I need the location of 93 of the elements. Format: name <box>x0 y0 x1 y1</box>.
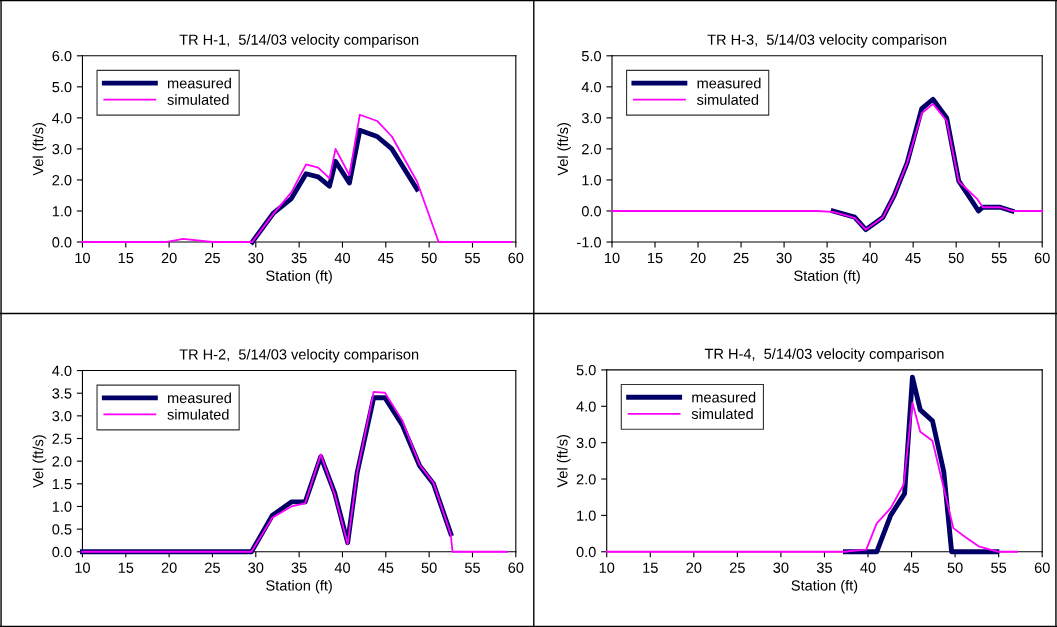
x-tick-label: 60 <box>1034 562 1050 573</box>
x-tick-label: 45 <box>378 252 394 264</box>
x-tick-label: 40 <box>334 252 351 264</box>
x-tick-label: 15 <box>118 252 134 264</box>
y-tick-label: 1.0 <box>582 175 602 186</box>
y-tick-label: 2.0 <box>582 144 602 155</box>
x-tick-label: 55 <box>464 252 480 264</box>
y-tick-label: 0.0 <box>576 546 596 558</box>
y-tick-label: 5.0 <box>576 365 596 376</box>
y-tick-label: 6.0 <box>52 50 72 62</box>
y-tick-label: 1.0 <box>52 206 72 217</box>
y-tick-label: 2.0 <box>52 456 72 467</box>
x-tick-label: 40 <box>862 252 878 264</box>
y-tick-label: 4.0 <box>52 112 72 124</box>
x-tick-label: 30 <box>248 252 264 264</box>
y-tick-label: 3.0 <box>576 437 596 449</box>
y-tick-label: 3.5 <box>52 388 72 399</box>
chart-title: TR H-4, 5/14/03 velocity comparison <box>704 348 944 362</box>
x-tick-label: 10 <box>75 562 90 573</box>
x-tick-label: 55 <box>464 562 480 573</box>
x-tick-label: 10 <box>605 252 620 264</box>
y-tick-label: -1.0 <box>577 237 602 248</box>
x-tick-label: 20 <box>161 562 177 573</box>
x-tick-label: 50 <box>948 252 964 264</box>
y-tick-label: 4.0 <box>581 81 602 93</box>
x-tick-label: 20 <box>161 252 177 264</box>
x-tick-label: 30 <box>773 562 789 573</box>
x-tick-label: 35 <box>291 252 307 264</box>
x-tick-label: 40 <box>860 562 876 573</box>
legend-label: measured <box>692 391 756 403</box>
x-tick-label: 55 <box>991 252 1007 264</box>
y-axis-title: Vel (ft/s) <box>32 435 47 488</box>
x-tick-label: 60 <box>508 562 524 573</box>
x-tick-label: 60 <box>508 252 524 264</box>
x-axis-title: Station (ft) <box>266 270 332 284</box>
legend-label: simulated <box>167 408 229 420</box>
x-tick-label: 25 <box>729 562 745 573</box>
y-tick-label: 3.0 <box>52 144 72 155</box>
x-tick-label: 35 <box>291 562 307 573</box>
y-tick-label: 5.0 <box>581 50 602 62</box>
y-axis-title: Vel (ft/s) <box>32 123 47 176</box>
chart-title: TR H-3, 5/14/03 velocity comparison <box>707 34 947 48</box>
x-axis-title: Station (ft) <box>791 579 858 594</box>
y-tick-label: 0.0 <box>581 206 602 217</box>
x-tick-label: 50 <box>947 562 963 573</box>
chart-title: TR H-2, 5/14/03 velocity comparison <box>179 348 419 363</box>
y-tick-label: 0.0 <box>52 237 72 248</box>
x-tick-label: 10 <box>599 562 615 573</box>
y-tick-label: 1.0 <box>52 501 72 512</box>
y-tick-label: 2.5 <box>52 433 72 444</box>
legend-label: measured <box>168 77 231 89</box>
x-tick-label: 20 <box>690 252 706 264</box>
x-tick-label: 30 <box>776 252 792 264</box>
x-tick-label: 10 <box>75 252 90 264</box>
x-tick-label: 50 <box>421 562 437 573</box>
x-tick-label: 25 <box>205 562 220 573</box>
x-tick-label: 15 <box>648 252 663 264</box>
y-tick-label: 4.0 <box>576 401 596 412</box>
y-tick-label: 2.0 <box>52 175 72 186</box>
x-axis-title: Station (ft) <box>266 579 332 594</box>
x-tick-label: 35 <box>819 252 835 264</box>
x-tick-label: 40 <box>334 562 351 573</box>
legend-label: simulated <box>691 408 753 420</box>
legend-label: simulated <box>167 94 229 105</box>
legend-label: simulated <box>696 94 759 105</box>
x-tick-label: 20 <box>686 562 702 573</box>
y-tick-label: 0.0 <box>52 546 72 558</box>
y-tick-label: 3.0 <box>52 410 72 422</box>
y-tick-label: 1.0 <box>577 510 596 521</box>
x-tick-label: 55 <box>991 562 1007 573</box>
x-tick-label: 25 <box>733 252 749 264</box>
legend-label: measured <box>697 77 761 89</box>
y-axis-title: Vel (ft/s) <box>557 123 571 176</box>
y-tick-label: 1.5 <box>52 479 72 490</box>
legend-label: measured <box>168 392 231 404</box>
y-tick-label: 0.5 <box>52 524 72 535</box>
x-tick-label: 35 <box>816 562 832 573</box>
x-tick-label: 45 <box>378 562 394 573</box>
x-tick-label: 50 <box>421 252 437 264</box>
x-tick-label: 60 <box>1034 252 1050 264</box>
x-tick-label: 30 <box>248 562 264 573</box>
y-tick-label: 2.0 <box>576 474 596 485</box>
y-tick-label: 5.0 <box>52 81 72 93</box>
x-tick-label: 45 <box>905 252 921 264</box>
x-tick-label: 25 <box>205 252 220 264</box>
x-tick-label: 15 <box>118 562 134 573</box>
x-tick-label: 45 <box>903 562 920 573</box>
y-tick-label: 4.0 <box>52 365 72 376</box>
x-tick-label: 15 <box>643 562 658 573</box>
chart-title: TR H-1, 5/14/03 velocity comparison <box>179 34 419 48</box>
y-axis-title: Vel (ft/s) <box>556 435 571 488</box>
x-axis-title: Station (ft) <box>794 270 860 284</box>
y-tick-label: 3.0 <box>581 112 602 124</box>
